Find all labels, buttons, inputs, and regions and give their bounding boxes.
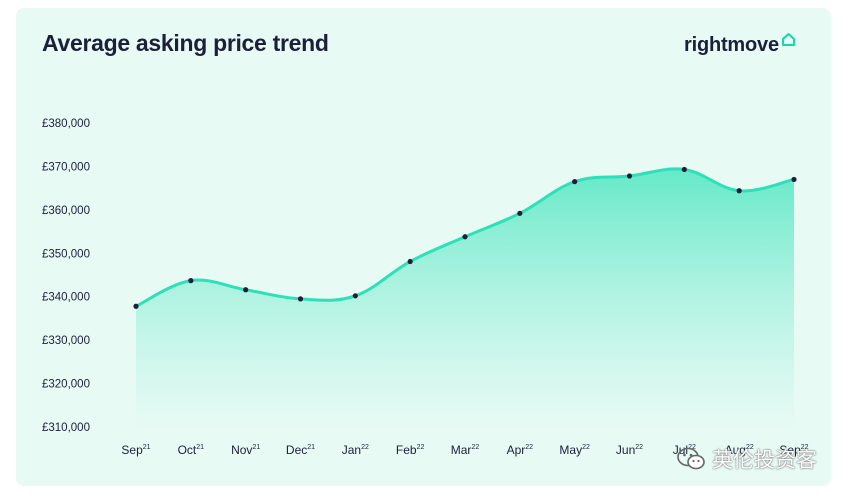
data-point	[133, 303, 139, 309]
x-tick-label: Sep22	[779, 443, 808, 457]
watermark-text: 英伦投资客	[712, 448, 817, 472]
data-point	[407, 258, 413, 265]
x-tick-label: Sep21	[121, 443, 150, 457]
brand-logo: rightmove	[684, 33, 796, 57]
y-tick-label: £320,000	[42, 379, 90, 391]
data-point	[462, 234, 468, 240]
data-point	[243, 287, 249, 293]
y-tick-label: £310,000	[42, 422, 90, 434]
x-tick-label: Apr22	[507, 443, 534, 457]
x-tick-label: Aug22	[725, 443, 754, 457]
data-point	[572, 179, 578, 185]
data-point	[352, 293, 358, 299]
data-point	[297, 296, 304, 302]
x-tick-label: Jul22	[673, 443, 696, 457]
y-tick-label: £350,000	[42, 248, 90, 260]
house-outline-icon	[781, 33, 795, 46]
brand-name: rightmove	[684, 34, 779, 56]
data-point	[736, 188, 742, 194]
x-tick-label: Jun22	[616, 443, 643, 457]
watermark: 英伦投资客	[676, 444, 817, 474]
x-tick-label: Jan22	[342, 443, 369, 457]
wechat-icon	[677, 447, 705, 470]
data-point	[188, 278, 194, 284]
y-tick-label: £360,000	[42, 205, 90, 217]
chart-title: Average asking price trend	[42, 30, 329, 56]
x-tick-label: Feb22	[396, 443, 425, 457]
x-tick-label: May22	[559, 443, 590, 457]
area-fill	[136, 168, 794, 427]
data-point	[791, 176, 797, 183]
x-tick-label: Oct21	[178, 443, 205, 457]
y-tick-label: £330,000	[42, 335, 90, 347]
data-point	[626, 173, 633, 179]
y-tick-label: £340,000	[42, 292, 90, 304]
x-tick-label: Nov21	[231, 443, 260, 457]
data-point	[517, 210, 523, 216]
data-point	[681, 166, 687, 173]
y-tick-label: £380,000	[42, 118, 90, 130]
x-tick-label: Dec21	[286, 443, 315, 457]
y-tick-label: £370,000	[42, 161, 90, 173]
x-tick-label: Mar22	[451, 443, 480, 457]
